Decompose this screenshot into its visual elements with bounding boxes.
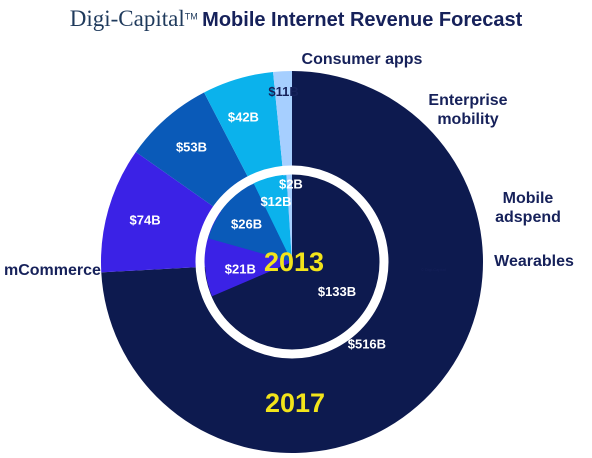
inner-pie-2013 — [205, 175, 379, 349]
inner-value-label-mobile-adspend: $12B — [260, 194, 291, 209]
outer-value-label-consumer-apps: $74B — [130, 212, 161, 227]
inner-value-label-mcommerce: $133B — [318, 284, 356, 299]
chart-title: Digi-CapitalTM Mobile Internet Revenue F… — [0, 6, 592, 32]
brand-logo-text: Digi-Capital — [69, 6, 185, 31]
category-label-mobile-adspend: Mobile adspend — [495, 190, 561, 226]
inner-slice-consumer-apps — [205, 238, 292, 297]
chart-labels: $516B $74B $53B $42B $11B $133B $21B $26B $12B $2… — [4, 51, 574, 418]
outer-value-label-mobile-adspend: $42B — [228, 110, 259, 125]
inner-slice-enterprise-mobility — [208, 183, 292, 262]
category-label-wearables: Wearables — [494, 253, 574, 270]
inner-slice-mcommerce — [212, 175, 379, 349]
source-credit: © Digi-Capital — [421, 267, 446, 272]
outer-value-label-wearables: $11B — [268, 84, 298, 99]
trademark-mark: TM — [184, 11, 198, 22]
inner-value-label-wearables: $2B — [279, 176, 303, 191]
title-text: Mobile Internet Revenue Forecast — [202, 9, 523, 31]
outer-value-label-enterprise-mobility: $53B — [176, 139, 207, 154]
category-label-enterprise-mobility: Enterprise mobility — [428, 92, 507, 128]
year-label-2017: 2017 — [265, 388, 325, 418]
category-label-mcommerce: mCommerce — [4, 262, 101, 279]
inner-value-label-consumer-apps: $21B — [225, 262, 256, 277]
category-label-consumer-apps: Consumer apps — [302, 51, 423, 68]
inner-slice-wearables — [286, 175, 292, 262]
outer-value-label-mcommerce: $516B — [348, 337, 386, 352]
ring-separator — [195, 165, 389, 359]
year-label-2013: 2013 — [264, 247, 324, 277]
inner-value-label-enterprise-mobility: $26B — [231, 217, 262, 232]
inner-slice-mobile-adspend — [253, 175, 292, 262]
